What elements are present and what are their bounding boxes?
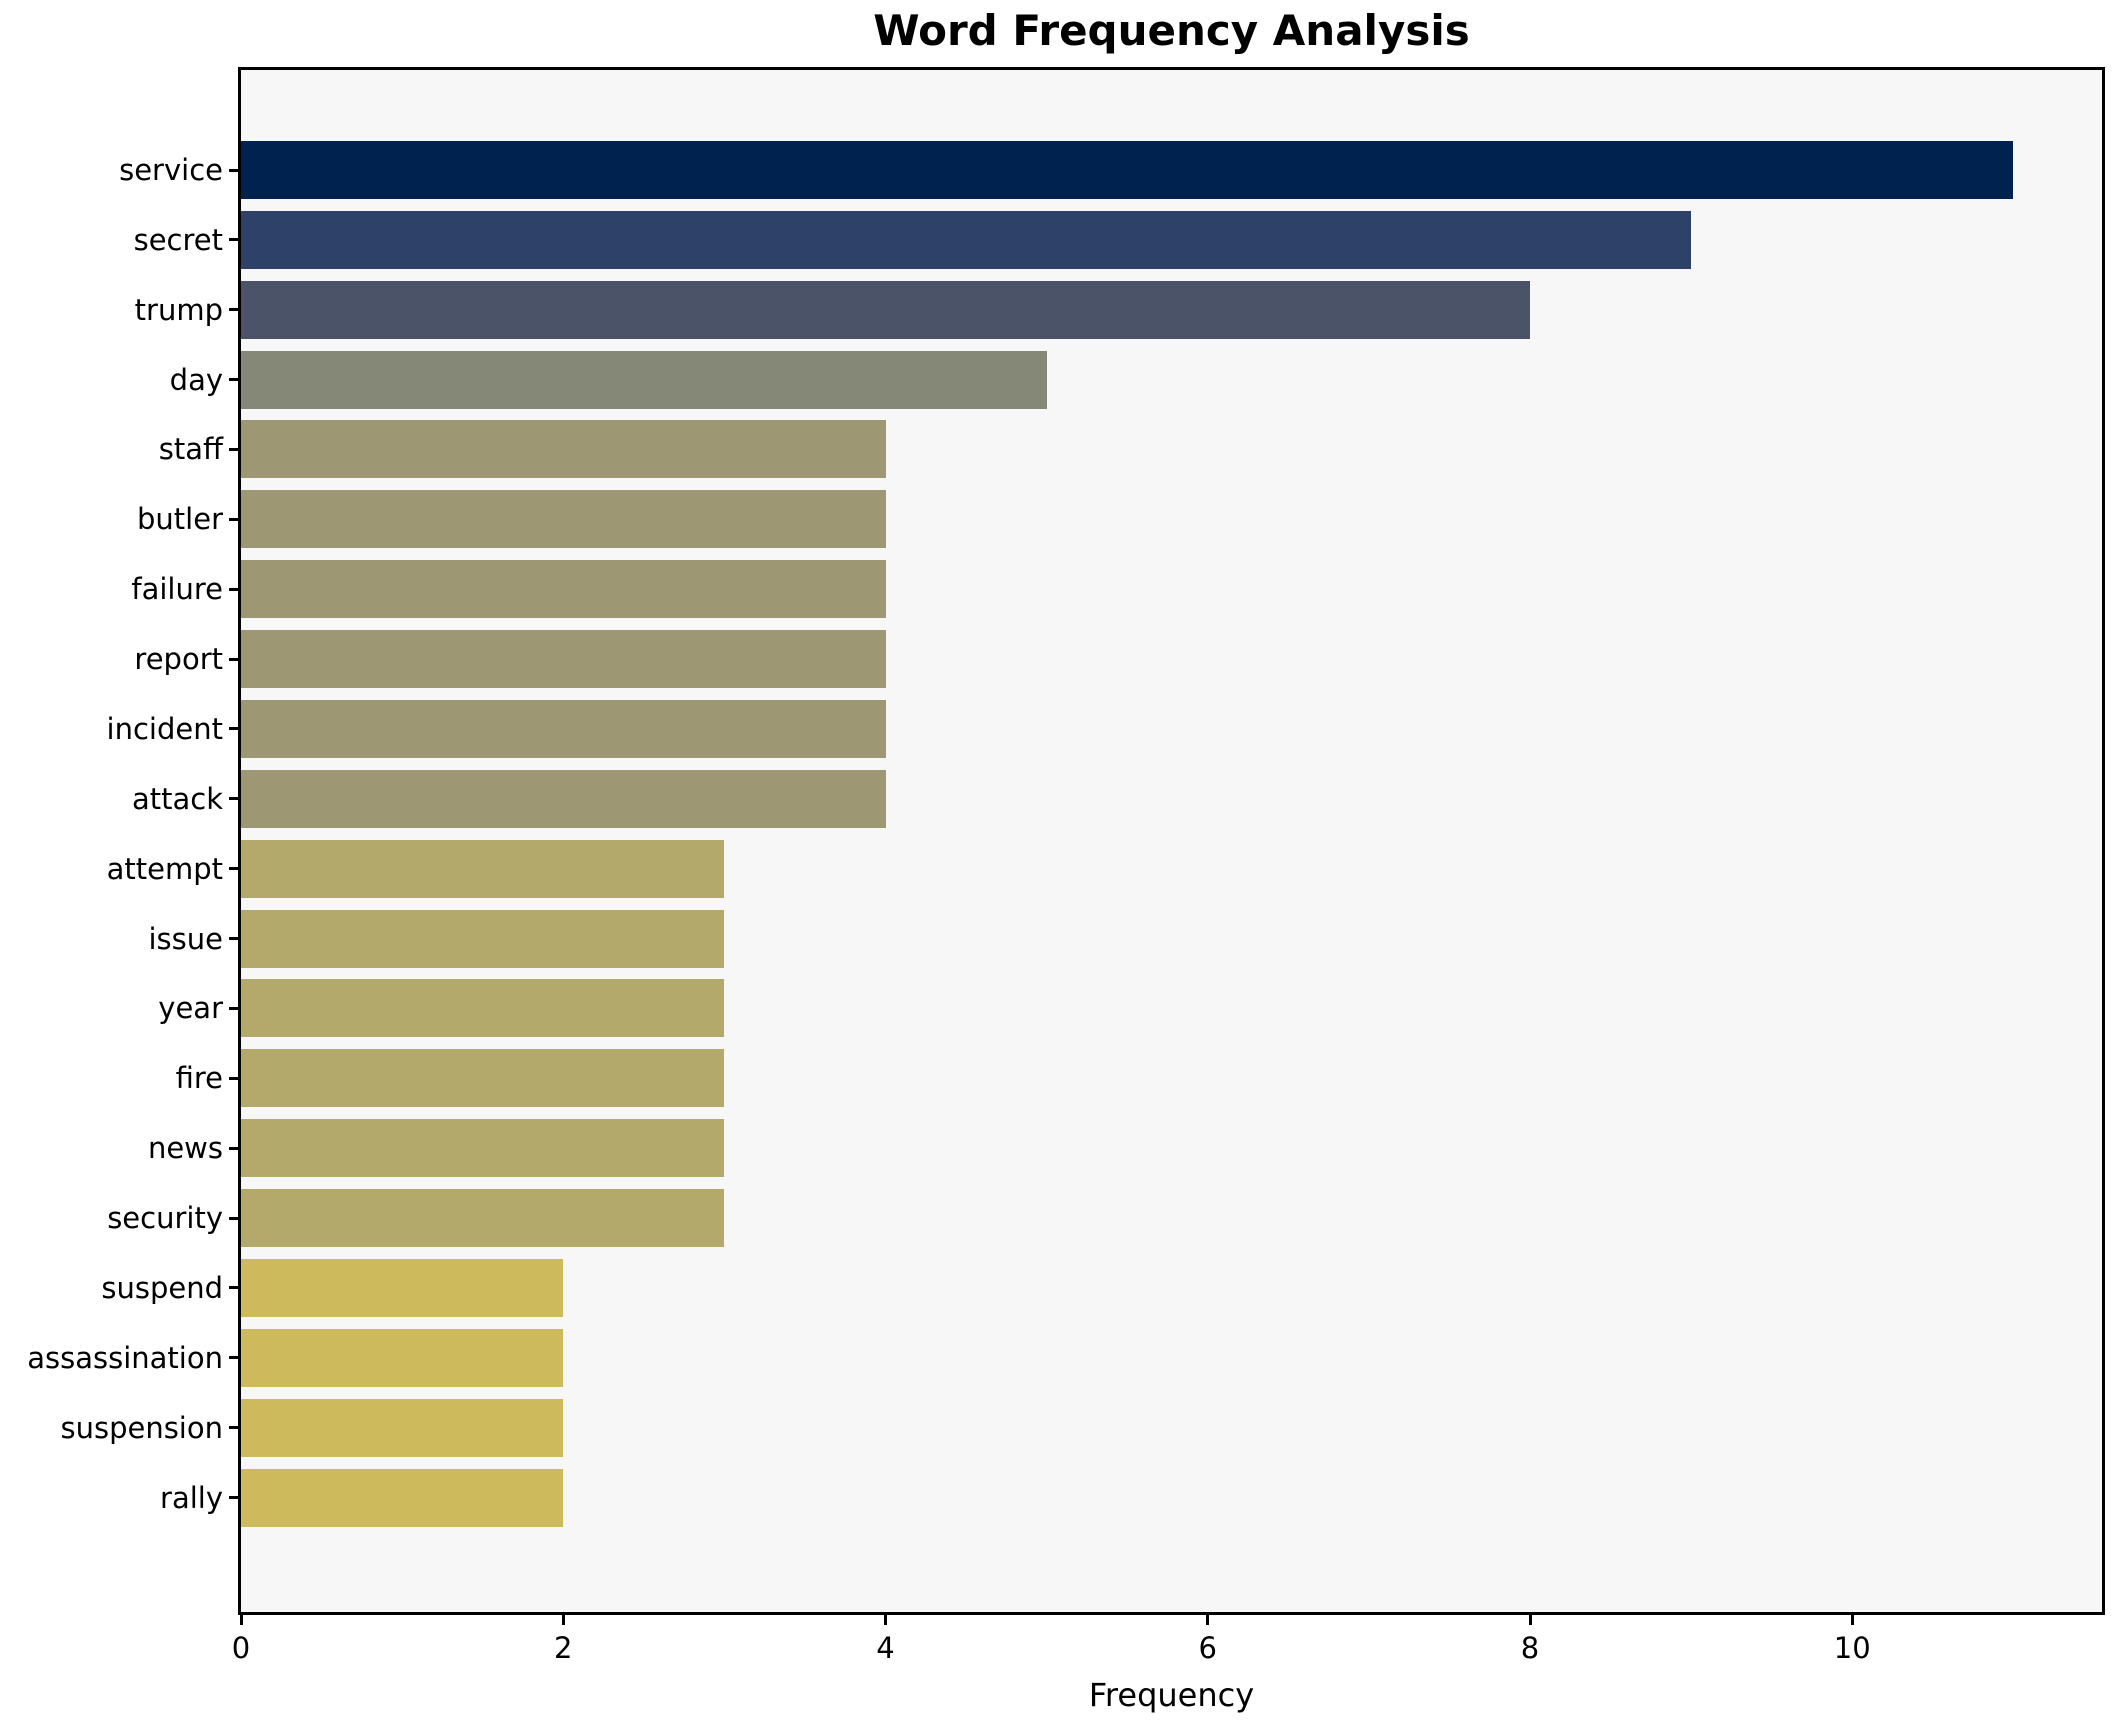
bar-day	[241, 350, 1047, 409]
y-label-report: report	[134, 642, 223, 677]
y-tick	[229, 727, 238, 731]
x-tick	[239, 1615, 243, 1625]
y-tick	[229, 378, 238, 382]
y-label-staff: staff	[158, 432, 223, 467]
y-tick	[229, 1006, 238, 1010]
y-label-failure: failure	[131, 572, 223, 607]
y-label-incident: incident	[106, 711, 223, 746]
y-label-service: service	[119, 153, 223, 187]
bar-suspend	[241, 1258, 564, 1317]
y-label-rally: rally	[160, 1480, 223, 1515]
y-tick	[229, 587, 238, 591]
x-tick-label-8: 8	[1520, 1631, 1540, 1665]
y-label-news: news	[147, 1131, 223, 1166]
bar-assassination	[241, 1328, 564, 1387]
bar-news	[241, 1119, 725, 1178]
y-tick	[229, 1496, 238, 1500]
y-tick	[229, 937, 238, 941]
y-tick	[229, 657, 238, 661]
bar-butler	[241, 490, 886, 549]
y-label-security: security	[107, 1201, 223, 1236]
bar-report	[241, 630, 886, 689]
bar-failure	[241, 560, 886, 619]
x-tick-label-0: 0	[231, 1631, 251, 1665]
y-label-attack: attack	[131, 781, 223, 816]
plot-area: service secret trump day staff butler failure r…	[27, 67, 2105, 1665]
bar-attack	[241, 769, 886, 828]
x-tick-label-2: 2	[554, 1631, 573, 1665]
x-axis-label: Frequency	[1088, 1676, 1255, 1714]
bar-year	[241, 979, 725, 1038]
y-label-attempt: attempt	[106, 851, 223, 886]
y-tick	[229, 1356, 238, 1360]
y-tick	[229, 797, 238, 801]
bar-attempt	[241, 839, 725, 898]
y-tick	[229, 1286, 238, 1290]
y-tick	[229, 1426, 238, 1430]
y-tick	[229, 867, 238, 871]
y-tick	[229, 1216, 238, 1220]
y-label-secret: secret	[133, 222, 223, 257]
x-tick-label-6: 6	[1198, 1631, 1217, 1665]
x-tick	[1528, 1615, 1532, 1625]
x-tick	[561, 1615, 565, 1625]
y-label-year: year	[158, 991, 223, 1026]
bar-secret	[241, 210, 1692, 269]
y-tick	[229, 1076, 238, 1080]
x-tick	[1206, 1615, 1210, 1625]
y-label-suspension: suspension	[60, 1410, 223, 1445]
y-label-issue: issue	[148, 921, 224, 956]
bar-staff	[241, 420, 886, 479]
x-tick-label-4: 4	[876, 1631, 895, 1665]
bar-trump	[241, 280, 1530, 339]
bar-service	[241, 141, 2014, 199]
y-label-day: day	[169, 362, 223, 397]
bar-security	[241, 1189, 725, 1248]
y-tick	[229, 1146, 238, 1150]
y-label-fire: fire	[175, 1061, 223, 1096]
bar-rally	[241, 1468, 564, 1527]
y-label-trump: trump	[134, 292, 223, 327]
chart-title: Word Frequency Analysis	[873, 6, 1470, 55]
y-tick	[229, 238, 238, 242]
bar-incident	[241, 699, 886, 758]
y-label-suspend: suspend	[101, 1270, 223, 1305]
y-label-butler: butler	[137, 502, 223, 537]
x-tick-label-10: 10	[1833, 1631, 1871, 1665]
y-tick	[229, 168, 238, 172]
x-tick	[884, 1615, 887, 1625]
y-tick	[229, 447, 238, 451]
bar-fire	[241, 1049, 725, 1108]
y-tick	[229, 517, 238, 521]
bar-issue	[241, 909, 725, 968]
y-label-assassination: assassination	[27, 1340, 223, 1375]
y-tick	[229, 308, 238, 312]
x-tick	[1850, 1615, 1854, 1625]
bar-suspension	[241, 1398, 564, 1457]
